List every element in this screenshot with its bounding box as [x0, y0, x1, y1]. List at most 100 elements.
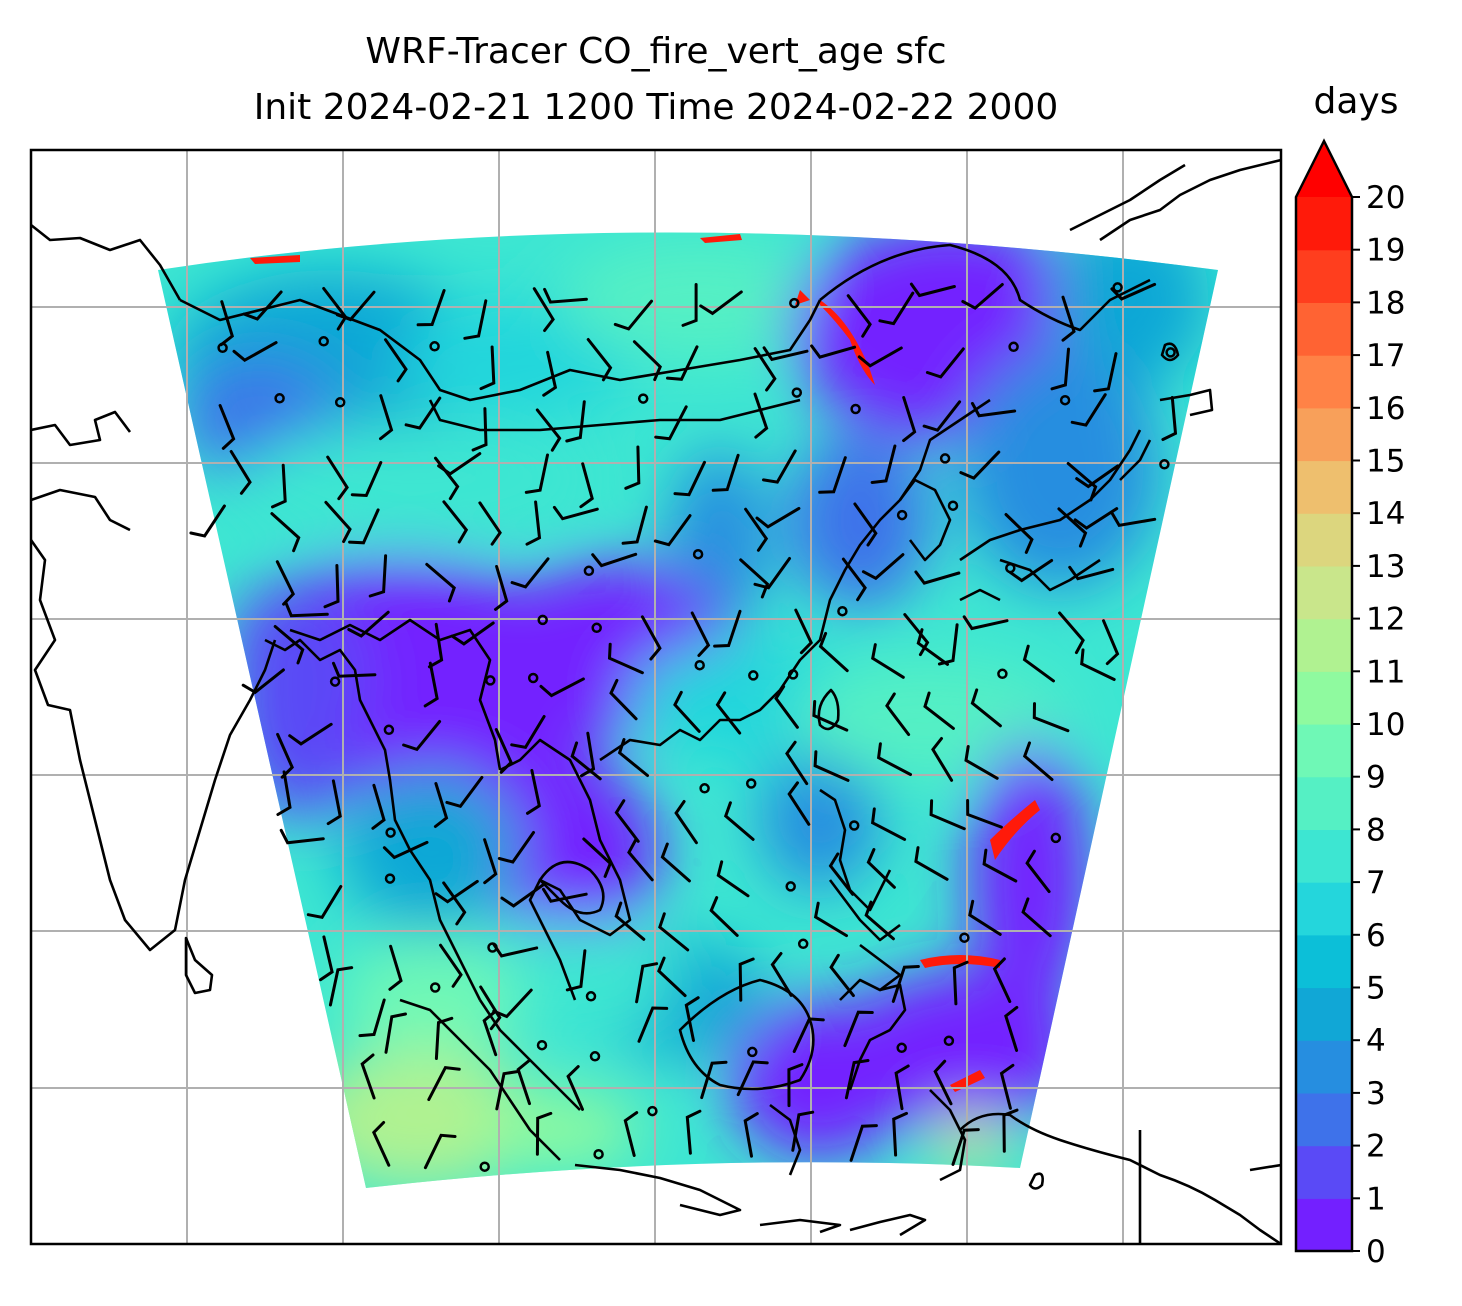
calm-wind-marker [485, 675, 496, 686]
wind-barb [657, 956, 687, 998]
colorbar-tick-label: 13 [1366, 549, 1405, 585]
calm-wind-marker [589, 1051, 601, 1062]
colorbar-segment [1296, 1040, 1352, 1094]
wind-barb [637, 1006, 669, 1043]
wind-barb [970, 401, 1017, 418]
wind-barb [348, 508, 380, 545]
wind-barb [1080, 648, 1116, 681]
colorbar-segment [1296, 1145, 1352, 1199]
calm-wind-marker [329, 676, 341, 687]
wind-barb [609, 678, 638, 721]
wind-barb [1110, 282, 1157, 301]
wind-barb [791, 1110, 815, 1152]
wind-barb [640, 615, 662, 661]
wind-barb [335, 290, 376, 322]
map-gridlines [31, 150, 1281, 1244]
wind-barb [818, 631, 849, 673]
wind-barb [579, 462, 594, 509]
wind-barb [857, 346, 903, 368]
wind-barb [813, 901, 848, 938]
wind-barb [463, 299, 488, 340]
wind-barb [425, 562, 456, 603]
wind-barb [586, 338, 613, 382]
wind-barb [951, 1128, 980, 1166]
calm-wind-marker [896, 1042, 907, 1054]
calm-wind-marker [850, 403, 861, 415]
calm-wind-marker [848, 820, 860, 831]
wind-barb [542, 887, 588, 903]
wind-barb [416, 289, 446, 327]
calm-wind-marker [997, 668, 1008, 680]
colorbar-segment [1296, 671, 1352, 725]
wind-barb [653, 514, 692, 547]
colorbar-tick-label: 5 [1366, 971, 1386, 1007]
colorbar-segment [1296, 460, 1352, 514]
wind-barb [999, 1063, 1015, 1110]
colorbar-segment [1296, 249, 1352, 303]
wind-barb [404, 396, 442, 430]
wind-barb [439, 943, 463, 988]
wind-barb [306, 885, 343, 919]
colorbar-outline [1294, 138, 1354, 1253]
wind-barb [666, 345, 699, 381]
wind-barb [1008, 559, 1054, 583]
wind-barb [524, 453, 549, 494]
wind-barb [627, 838, 654, 882]
wind-barb [903, 613, 930, 657]
wind-barb [992, 957, 1012, 1003]
wind-barb [368, 554, 388, 598]
wind-barb [607, 642, 644, 675]
colorbar-segment [1296, 197, 1352, 251]
wind-barb [699, 290, 743, 316]
wind-barb [229, 450, 252, 495]
calm-wind-marker [947, 500, 959, 511]
colorbar-tick-label: 8 [1366, 812, 1386, 848]
wind-barb [388, 944, 403, 991]
wind-barbs [189, 282, 1178, 1172]
wind-barb [332, 661, 377, 678]
wind-barb [755, 506, 801, 529]
calm-wind-marker [536, 1039, 548, 1051]
colorbar-segment [1296, 934, 1352, 989]
colorbar-segment [1296, 355, 1352, 409]
wind-barb [591, 552, 638, 568]
wind-barb [716, 860, 750, 898]
wind-barb [1070, 393, 1107, 427]
colorbar-segment [1296, 565, 1352, 620]
wind-barb [384, 338, 408, 383]
colorbar-tick-label: 9 [1366, 760, 1386, 796]
wind-barb [442, 881, 467, 926]
colorbar-segment [1296, 1092, 1352, 1147]
wind-barb [673, 460, 706, 497]
calm-wind-marker [694, 659, 705, 671]
wind-barb [232, 341, 278, 363]
wind-barb [828, 852, 855, 896]
wind-barb [743, 1112, 759, 1158]
wind-barb [427, 1065, 461, 1102]
wind-barb [785, 740, 809, 786]
wind-barb [829, 953, 855, 998]
wind-barb [1073, 507, 1119, 530]
wind-barb [445, 775, 484, 809]
calm-wind-marker [959, 932, 970, 943]
wind-barb [433, 782, 449, 828]
wind-barb [674, 800, 698, 845]
wind-barb [861, 553, 905, 581]
wind-barb [1102, 619, 1120, 666]
wind-barb [271, 463, 287, 509]
chart-title-line-2: Init 2024-02-21 1200 Time 2024-02-22 200… [253, 87, 1059, 128]
calm-wind-marker [334, 397, 346, 408]
wind-barb [933, 1059, 953, 1106]
wind-barb [1004, 1005, 1019, 1052]
wind-barb [423, 661, 439, 708]
wind-barb [1032, 702, 1070, 733]
calm-wind-marker [385, 827, 396, 838]
calm-wind-marker [1159, 459, 1170, 470]
wind-barb [542, 350, 558, 397]
wind-barb [1093, 352, 1118, 393]
calm-wind-marker [837, 605, 848, 617]
wind-barb [582, 837, 613, 878]
wind-barb [762, 449, 797, 484]
wind-barb [635, 962, 659, 1004]
wind-barb [273, 625, 305, 665]
